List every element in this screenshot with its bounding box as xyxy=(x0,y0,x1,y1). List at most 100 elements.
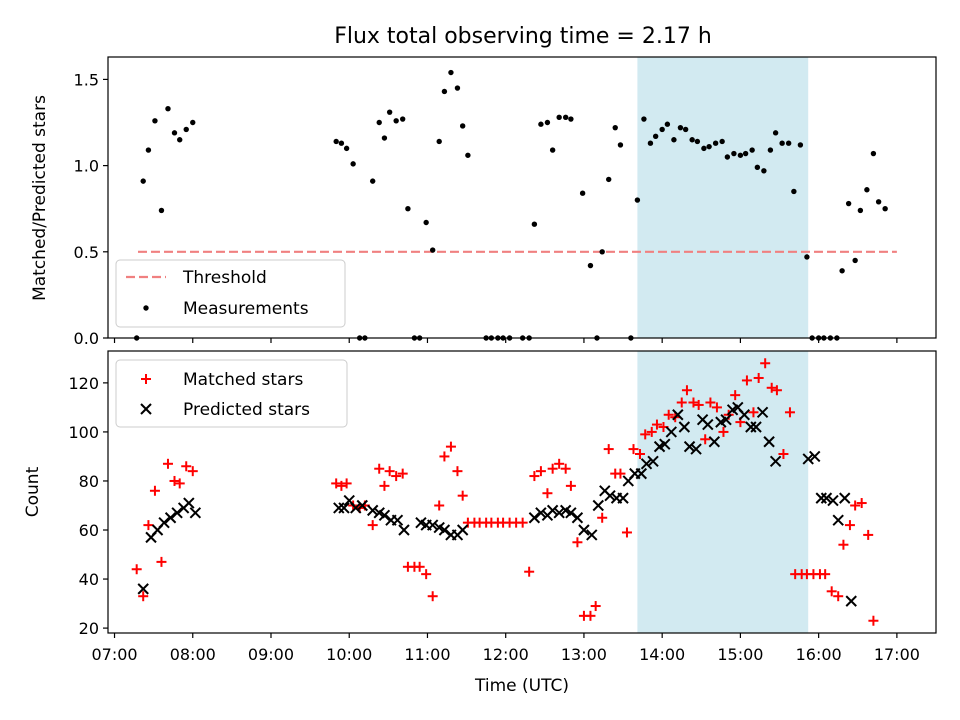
measurement-point xyxy=(158,207,165,214)
matched-star-point xyxy=(434,500,445,511)
matched-star-point xyxy=(445,441,456,452)
predicted-star-point xyxy=(438,524,451,536)
x-tick-label: 13:00 xyxy=(561,645,607,664)
bottom-y-tick-label: 40 xyxy=(79,570,99,589)
predicted-star-point xyxy=(553,507,565,519)
top-y-ticks: 0.0 0.5 1.0 1.5 xyxy=(74,70,108,348)
x-tick-label: 10:00 xyxy=(326,645,372,664)
predicted-star-point xyxy=(578,524,590,536)
predicted-star-point-b xyxy=(415,516,427,529)
matched-star-point xyxy=(336,480,347,491)
predicted-star-point xyxy=(839,492,851,504)
measurement-point xyxy=(731,150,737,157)
matched-star-point xyxy=(628,444,639,455)
bottom-y-ticks: 20 40 60 80 100 120 xyxy=(68,374,108,638)
matched-star-point xyxy=(688,397,699,408)
predicted-star-point xyxy=(426,519,439,531)
matched-star-point xyxy=(174,478,185,489)
predicted-star-point-b xyxy=(809,450,821,463)
matched-star-point xyxy=(452,466,463,477)
measurement-point xyxy=(634,197,641,203)
matched-star-point xyxy=(850,500,861,511)
predicted-star-point xyxy=(604,489,616,502)
predicted-star-point xyxy=(546,504,559,517)
matched-star-point xyxy=(741,375,752,386)
measurements-legend-label: Measurements xyxy=(183,299,309,319)
predicted-star-point-b xyxy=(696,413,709,426)
predicted-star-point xyxy=(769,455,782,468)
predicted-star-point-b xyxy=(553,507,565,519)
predicted-star-point-b xyxy=(769,455,782,468)
predicted-star-point-b xyxy=(815,492,827,504)
predicted-legend-glyph-b xyxy=(140,403,152,415)
matched-star-point xyxy=(529,471,540,482)
x-axis-label: Time (UTC) xyxy=(474,676,569,696)
bottom-y-axis-label: Count xyxy=(23,466,43,517)
bottom-x-ticks: 07:00 08:00 09:00 10:00 11:00 12:00 13:00 14:00… xyxy=(91,633,920,664)
matched-star-point xyxy=(700,434,711,445)
measurement-point xyxy=(712,140,719,146)
predicted-star-point-b xyxy=(158,516,170,529)
matched-star-point xyxy=(784,407,795,418)
measurements-legend-marker xyxy=(143,305,149,311)
predicted-star-point xyxy=(398,524,410,536)
measurement-point xyxy=(183,126,189,133)
matched-star-point xyxy=(868,615,879,626)
predicted-star-point xyxy=(171,507,183,519)
measurement-point xyxy=(145,147,152,153)
x-tick-label: 07:00 xyxy=(91,645,137,664)
matched-star-point xyxy=(341,478,352,489)
measurement-point xyxy=(677,124,684,131)
matched-star-point xyxy=(718,426,729,437)
predicted-star-point-b xyxy=(604,489,616,502)
matched-star-point xyxy=(517,517,528,528)
predicted-star-point-b xyxy=(732,401,744,414)
matched-star-point xyxy=(778,448,789,459)
predicted-star-point xyxy=(815,492,827,504)
predicted-star-point xyxy=(745,421,757,433)
predicted-star-point-b xyxy=(839,492,851,504)
predicted-legend-glyph xyxy=(140,403,152,415)
figure-title: Flux total observing time = 2.17 h xyxy=(334,24,712,49)
predicted-star-point-b xyxy=(756,406,769,419)
matched-star-point xyxy=(374,463,385,474)
matched-legend-label: Matched stars xyxy=(183,370,303,390)
predicted-star-point-b xyxy=(827,494,839,507)
predicted-star-point-b xyxy=(528,512,541,524)
measurement-point xyxy=(875,199,882,205)
measurement-point xyxy=(701,145,707,152)
measurement-point xyxy=(761,168,767,174)
predicted-star-point xyxy=(356,499,368,512)
predicted-star-point xyxy=(338,502,350,514)
top-panel: 0.0 0.5 1.0 1.5 Matched/Predicted stars Thr… xyxy=(30,56,937,348)
measurement-point xyxy=(864,187,870,193)
predicted-star-point-b xyxy=(672,409,684,421)
matched-star-point xyxy=(766,382,777,393)
bottom-y-tick-label: 20 xyxy=(79,619,99,638)
matched-star-point xyxy=(585,610,596,621)
matched-star-point xyxy=(760,358,771,369)
matched-star-point xyxy=(572,537,583,548)
top-shaded-interval xyxy=(637,57,809,338)
matched-star-point xyxy=(844,520,855,531)
measurement-point xyxy=(772,130,779,136)
measurement-point xyxy=(852,257,858,264)
predicted-star-point xyxy=(137,583,149,595)
top-legend: Threshold Measurements xyxy=(115,259,346,328)
measurement-point xyxy=(544,119,551,126)
measurement-point xyxy=(454,85,461,91)
measurement-point xyxy=(343,145,350,152)
measurement-point xyxy=(465,152,471,158)
measurement-point xyxy=(568,116,574,122)
predicted-star-point-b xyxy=(183,497,195,509)
top-y-axis-label: Matched/Predicted stars xyxy=(30,95,50,301)
bottom-shaded-interval xyxy=(637,351,809,633)
measurement-point xyxy=(791,188,797,195)
measurement-point xyxy=(599,249,605,255)
measurement-point xyxy=(797,142,804,148)
bottom-axes-frame xyxy=(107,350,937,634)
measurement-point xyxy=(754,164,761,171)
matched-star-point xyxy=(421,569,432,580)
measurement-point xyxy=(448,69,454,76)
